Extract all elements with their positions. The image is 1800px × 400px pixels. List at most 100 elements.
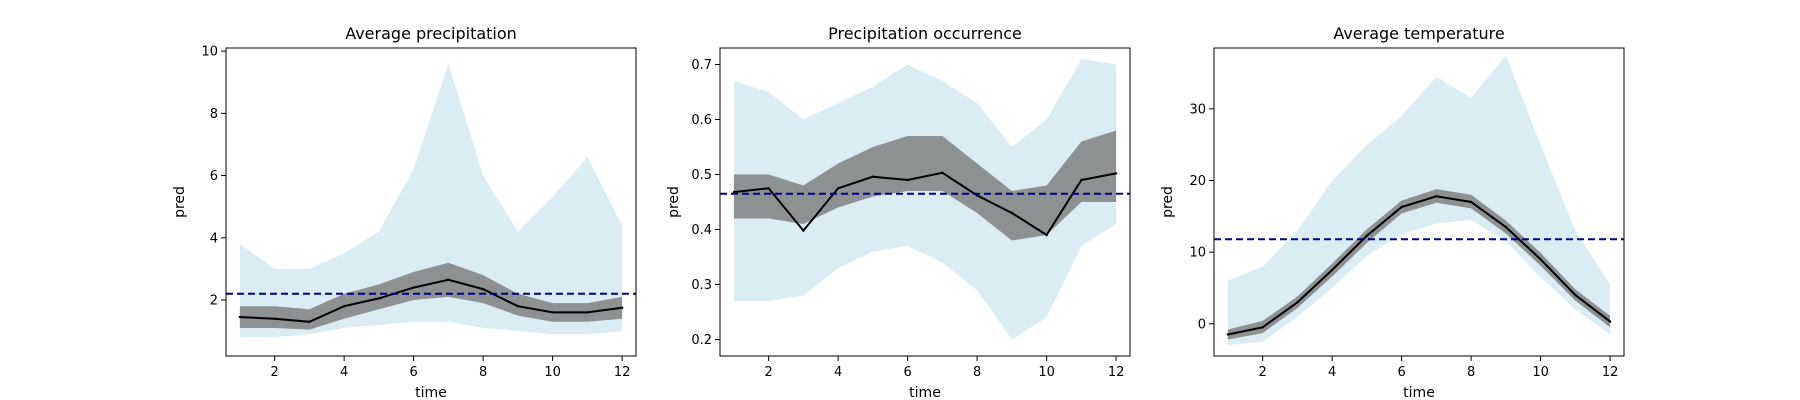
x-axis-label: time xyxy=(909,385,941,400)
data-point xyxy=(802,229,805,232)
ensemble-bands xyxy=(733,59,1117,340)
x-tick-label: 12 xyxy=(1108,365,1125,380)
y-tick-label: 0.4 xyxy=(691,223,712,238)
data-point xyxy=(1010,211,1014,215)
y-tick-label: 4 xyxy=(210,231,218,246)
x-tick-label: 10 xyxy=(1532,365,1549,380)
data-point xyxy=(1296,301,1299,304)
data-point xyxy=(836,187,840,190)
y-tick-label: 30 xyxy=(1189,102,1206,117)
plot-frame xyxy=(719,47,1131,357)
data-point xyxy=(377,297,381,300)
data-point xyxy=(308,320,311,323)
data-point xyxy=(1608,320,1612,323)
data-point xyxy=(273,317,276,320)
y-tick-label: 6 xyxy=(210,169,218,184)
data-point xyxy=(551,311,554,314)
x-tick-label: 6 xyxy=(409,365,417,380)
data-point xyxy=(1435,195,1438,198)
data-point xyxy=(1400,205,1403,209)
data-point xyxy=(586,311,589,314)
data-point xyxy=(447,278,450,281)
x-tick-label: 12 xyxy=(1602,365,1619,380)
data-point xyxy=(620,306,624,309)
x-ticks: 2 4 6 8 10 12 xyxy=(765,356,1125,380)
data-point xyxy=(1574,293,1577,297)
series-line-mean xyxy=(733,171,1117,237)
data-point xyxy=(481,287,485,291)
x-axis-label: time xyxy=(415,385,447,400)
data-point xyxy=(238,315,242,319)
ensemble-band-lightblue xyxy=(239,63,623,338)
x-tick-label: 8 xyxy=(1467,365,1475,380)
ensemble-band-grey xyxy=(733,130,1117,241)
y-tick-label: 2 xyxy=(210,294,218,309)
series-marks xyxy=(720,171,1130,237)
ensemble-band-grey xyxy=(239,262,623,330)
y-tick-label: 0.7 xyxy=(691,58,712,73)
x-axis-label: time xyxy=(1403,385,1435,400)
y-axis-label: pred xyxy=(666,186,682,218)
data-point xyxy=(906,178,909,182)
series-line-mean xyxy=(1227,195,1611,336)
chart-title: Average temperature xyxy=(1333,24,1504,43)
data-point xyxy=(1365,234,1369,237)
data-point xyxy=(516,305,520,308)
y-tick-label: 10 xyxy=(201,45,218,60)
y-tick-label: 0.6 xyxy=(691,113,712,128)
x-tick-label: 4 xyxy=(1328,365,1336,380)
data-point xyxy=(1045,233,1048,237)
y-axis-label: pred xyxy=(1160,186,1176,218)
y-ticks: 0 10 20 30 xyxy=(1189,102,1214,332)
data-point xyxy=(1114,172,1118,175)
y-tick-label: 8 xyxy=(210,107,218,122)
series-line-mean xyxy=(239,278,623,323)
y-tick-label: 0.3 xyxy=(691,278,712,293)
x-ticks: 2 4 6 8 10 12 xyxy=(271,356,631,380)
x-tick-label: 8 xyxy=(479,365,487,380)
x-tick-label: 12 xyxy=(614,365,631,380)
data-point xyxy=(342,305,346,308)
ensemble-bands xyxy=(239,63,623,338)
data-point xyxy=(1261,326,1264,329)
y-tick-label: 0 xyxy=(1198,317,1206,332)
data-point xyxy=(1469,200,1473,204)
data-point xyxy=(1226,333,1230,336)
chart-title: Precipitation occurrence xyxy=(828,24,1022,43)
panel-precipitation-occurrence: 2 4 6 8 10 12 0.2 0.3 0.4 0.5 0.6 0.7 Precipitatio… xyxy=(666,24,1131,400)
series-marks xyxy=(226,278,636,323)
data-point xyxy=(975,194,979,197)
y-ticks: 2 4 6 8 10 xyxy=(201,45,226,309)
chart-title: Average precipitation xyxy=(345,24,517,43)
x-tick-label: 6 xyxy=(903,365,911,380)
x-tick-label: 2 xyxy=(271,365,279,380)
data-point xyxy=(1539,258,1542,261)
panel-average-precipitation: 2 4 6 8 10 12 2 4 6 8 10 Average precipitation ti… xyxy=(172,24,637,400)
y-tick-label: 0.5 xyxy=(691,168,712,183)
plot-frame xyxy=(1213,47,1625,357)
y-ticks: 0.2 0.3 0.4 0.5 0.6 0.7 xyxy=(691,58,720,348)
x-tick-label: 4 xyxy=(834,365,842,380)
y-tick-label: 10 xyxy=(1189,246,1206,261)
y-tick-label: 20 xyxy=(1189,174,1206,189)
x-tick-label: 10 xyxy=(1038,365,1055,380)
panel-average-temperature: 2 4 6 8 10 12 0 10 20 30 Average temperature tim… xyxy=(1160,24,1625,400)
y-axis-label: pred xyxy=(172,186,188,218)
data-point xyxy=(412,286,415,289)
x-tick-label: 2 xyxy=(765,365,773,380)
data-point xyxy=(871,175,875,178)
x-tick-label: 6 xyxy=(1397,365,1405,380)
series-marks xyxy=(1214,195,1624,336)
plot-frame xyxy=(225,47,637,357)
x-tick-label: 2 xyxy=(1259,365,1267,380)
data-point xyxy=(941,171,944,174)
data-point xyxy=(767,187,770,190)
ensemble-bands xyxy=(1227,55,1611,346)
data-point xyxy=(1080,178,1083,182)
x-tick-label: 10 xyxy=(544,365,561,380)
y-tick-label: 0.2 xyxy=(691,333,712,348)
ensemble-band-lightblue xyxy=(733,59,1117,340)
data-point xyxy=(1330,268,1334,272)
x-tick-label: 8 xyxy=(973,365,981,380)
